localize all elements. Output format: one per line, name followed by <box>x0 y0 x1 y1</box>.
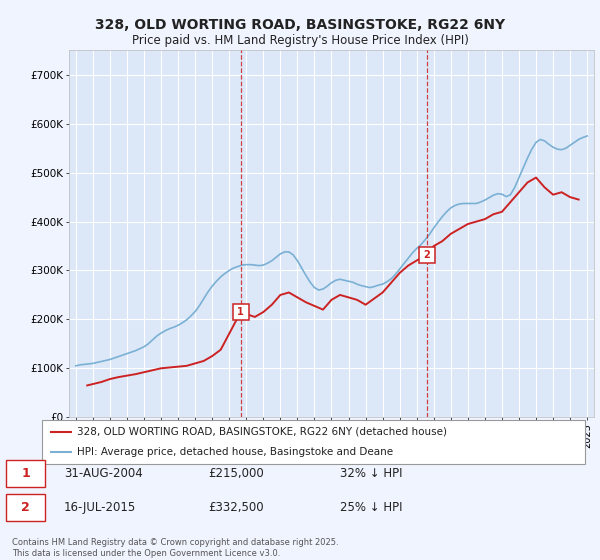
Text: 328, OLD WORTING ROAD, BASINGSTOKE, RG22 6NY (detached house): 328, OLD WORTING ROAD, BASINGSTOKE, RG22… <box>77 427 447 437</box>
Text: 32% ↓ HPI: 32% ↓ HPI <box>340 467 403 480</box>
Text: 1: 1 <box>237 307 244 317</box>
FancyBboxPatch shape <box>42 420 585 464</box>
FancyBboxPatch shape <box>6 494 46 521</box>
Text: 25% ↓ HPI: 25% ↓ HPI <box>340 501 403 514</box>
Text: Price paid vs. HM Land Registry's House Price Index (HPI): Price paid vs. HM Land Registry's House … <box>131 34 469 47</box>
Text: Contains HM Land Registry data © Crown copyright and database right 2025.
This d: Contains HM Land Registry data © Crown c… <box>12 538 338 558</box>
Text: 328, OLD WORTING ROAD, BASINGSTOKE, RG22 6NY: 328, OLD WORTING ROAD, BASINGSTOKE, RG22… <box>95 18 505 32</box>
Text: 31-AUG-2004: 31-AUG-2004 <box>64 467 143 480</box>
Text: 16-JUL-2015: 16-JUL-2015 <box>64 501 136 514</box>
Text: 2: 2 <box>22 501 30 514</box>
FancyBboxPatch shape <box>6 460 46 487</box>
Text: 2: 2 <box>423 250 430 260</box>
Text: HPI: Average price, detached house, Basingstoke and Deane: HPI: Average price, detached house, Basi… <box>77 447 394 457</box>
Text: £332,500: £332,500 <box>208 501 263 514</box>
Text: £215,000: £215,000 <box>208 467 263 480</box>
Text: 1: 1 <box>22 467 30 480</box>
